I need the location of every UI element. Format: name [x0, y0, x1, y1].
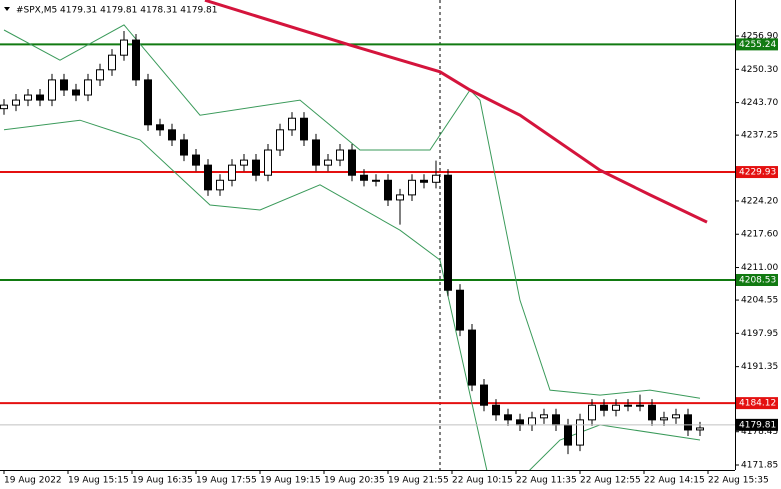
candle-body: [576, 419, 584, 446]
candle-body: [252, 159, 260, 176]
y-tick-label: 4243.70: [741, 98, 778, 108]
candle-body: [240, 159, 248, 166]
candle-body: [72, 89, 80, 96]
candle-body: [228, 164, 236, 181]
candle-body: [612, 404, 620, 411]
y-tick-label: 4211.00: [741, 263, 778, 273]
candle-body: [384, 179, 392, 201]
x-tick-label: 19 Aug 17:55: [196, 476, 257, 486]
level-label-bg: [736, 38, 778, 51]
candle-body: [600, 404, 608, 411]
candle-body: [456, 289, 464, 331]
candle-body: [348, 149, 356, 176]
candle-body: [60, 79, 68, 91]
candle-body: [648, 404, 656, 421]
candle-body: [696, 427, 704, 431]
y-tick-label: 4224.20: [741, 196, 778, 206]
candle-body: [0, 104, 8, 110]
level-label: 4255.24: [739, 40, 776, 50]
y-tick-label: 4204.55: [741, 296, 778, 306]
candle-body: [672, 414, 680, 419]
candle-body: [588, 404, 596, 421]
level-label-bg: [736, 273, 778, 286]
candle-body: [180, 139, 188, 156]
y-tick-label: 4197.95: [741, 329, 778, 339]
candle-body: [192, 154, 200, 166]
candle-body: [108, 54, 116, 71]
x-tick-label: 19 Aug 20:35: [324, 476, 385, 486]
x-tick-label: 19 Aug 21:55: [388, 476, 449, 486]
candle-body: [360, 174, 368, 181]
x-tick-label: 19 Aug 16:35: [132, 476, 193, 486]
candle-body: [12, 99, 20, 106]
candle-body: [432, 174, 440, 183]
candle-body: [96, 69, 104, 81]
menu-triangle: [4, 7, 10, 11]
candle-body: [528, 417, 536, 426]
candle-body: [204, 164, 212, 191]
current-price-bg: [736, 418, 778, 431]
y-tick-label: 4191.35: [741, 362, 778, 372]
level-label: 4208.53: [739, 275, 776, 285]
current-price-label: 4179.81: [739, 420, 776, 430]
candle-body: [48, 79, 56, 101]
candle-body: [636, 404, 644, 407]
y-tick-label: 4250.30: [741, 65, 778, 75]
candle-body: [444, 174, 452, 291]
candle-body: [552, 414, 560, 426]
candle-body: [480, 384, 488, 406]
chart-title: #SPX,M5 4179.31 4179.81 4178.31 4179.81: [16, 6, 218, 16]
candle-body: [468, 329, 476, 386]
candle-body: [624, 404, 632, 407]
x-tick-label: 22 Aug 15:35: [708, 476, 769, 486]
level-label-bg: [736, 166, 778, 179]
candle-body: [36, 94, 44, 101]
candle-body: [120, 39, 128, 56]
candle-body: [336, 149, 344, 161]
x-tick-label: 19 Aug 19:15: [260, 476, 321, 486]
candle-body: [420, 179, 428, 183]
candle-body: [564, 424, 572, 446]
x-tick-label: 22 Aug 12:55: [580, 476, 641, 486]
candle-body: [276, 129, 284, 151]
candle-body: [324, 159, 332, 166]
candle-body: [408, 179, 416, 196]
level-label: 4229.93: [739, 168, 776, 178]
candle-body: [168, 129, 176, 141]
candle-body: [396, 194, 404, 201]
candle-body: [264, 149, 272, 176]
candle-body: [132, 39, 140, 81]
candle-body: [84, 79, 92, 96]
y-tick-label: 4217.60: [741, 230, 778, 240]
x-tick-label: 19 Aug 2022: [4, 476, 62, 486]
y-tick-label: 4237.25: [741, 131, 778, 141]
candle-body: [516, 419, 524, 426]
x-tick-label: 22 Aug 10:15: [452, 476, 513, 486]
x-tick-label: 22 Aug 11:35: [516, 476, 577, 486]
candle-body: [372, 179, 380, 182]
plot-area: [0, 0, 735, 470]
x-tick-label: 19 Aug 15:15: [68, 476, 129, 486]
candle-body: [216, 179, 224, 191]
indicator-line: [204, 0, 708, 224]
candle-body: [156, 124, 164, 131]
indicator-line: [3, 119, 701, 470]
y-tick-label: 4178.45: [741, 427, 778, 437]
candle-body: [540, 414, 548, 419]
x-tick-label: 22 Aug 14:15: [644, 476, 705, 486]
candle-body: [24, 94, 32, 101]
level-label-bg: [736, 397, 778, 410]
y-tick-label: 4256.90: [741, 32, 778, 42]
candle-body: [684, 414, 692, 431]
candle-body: [144, 79, 152, 126]
candle-body: [660, 417, 668, 421]
level-label: 4184.12: [739, 399, 776, 409]
candle-body: [504, 414, 512, 421]
candle-body: [288, 117, 296, 131]
y-tick-label: 4171.85: [741, 461, 778, 471]
candle-body: [312, 139, 320, 166]
candle-body: [492, 404, 500, 416]
candle-body: [300, 117, 308, 141]
